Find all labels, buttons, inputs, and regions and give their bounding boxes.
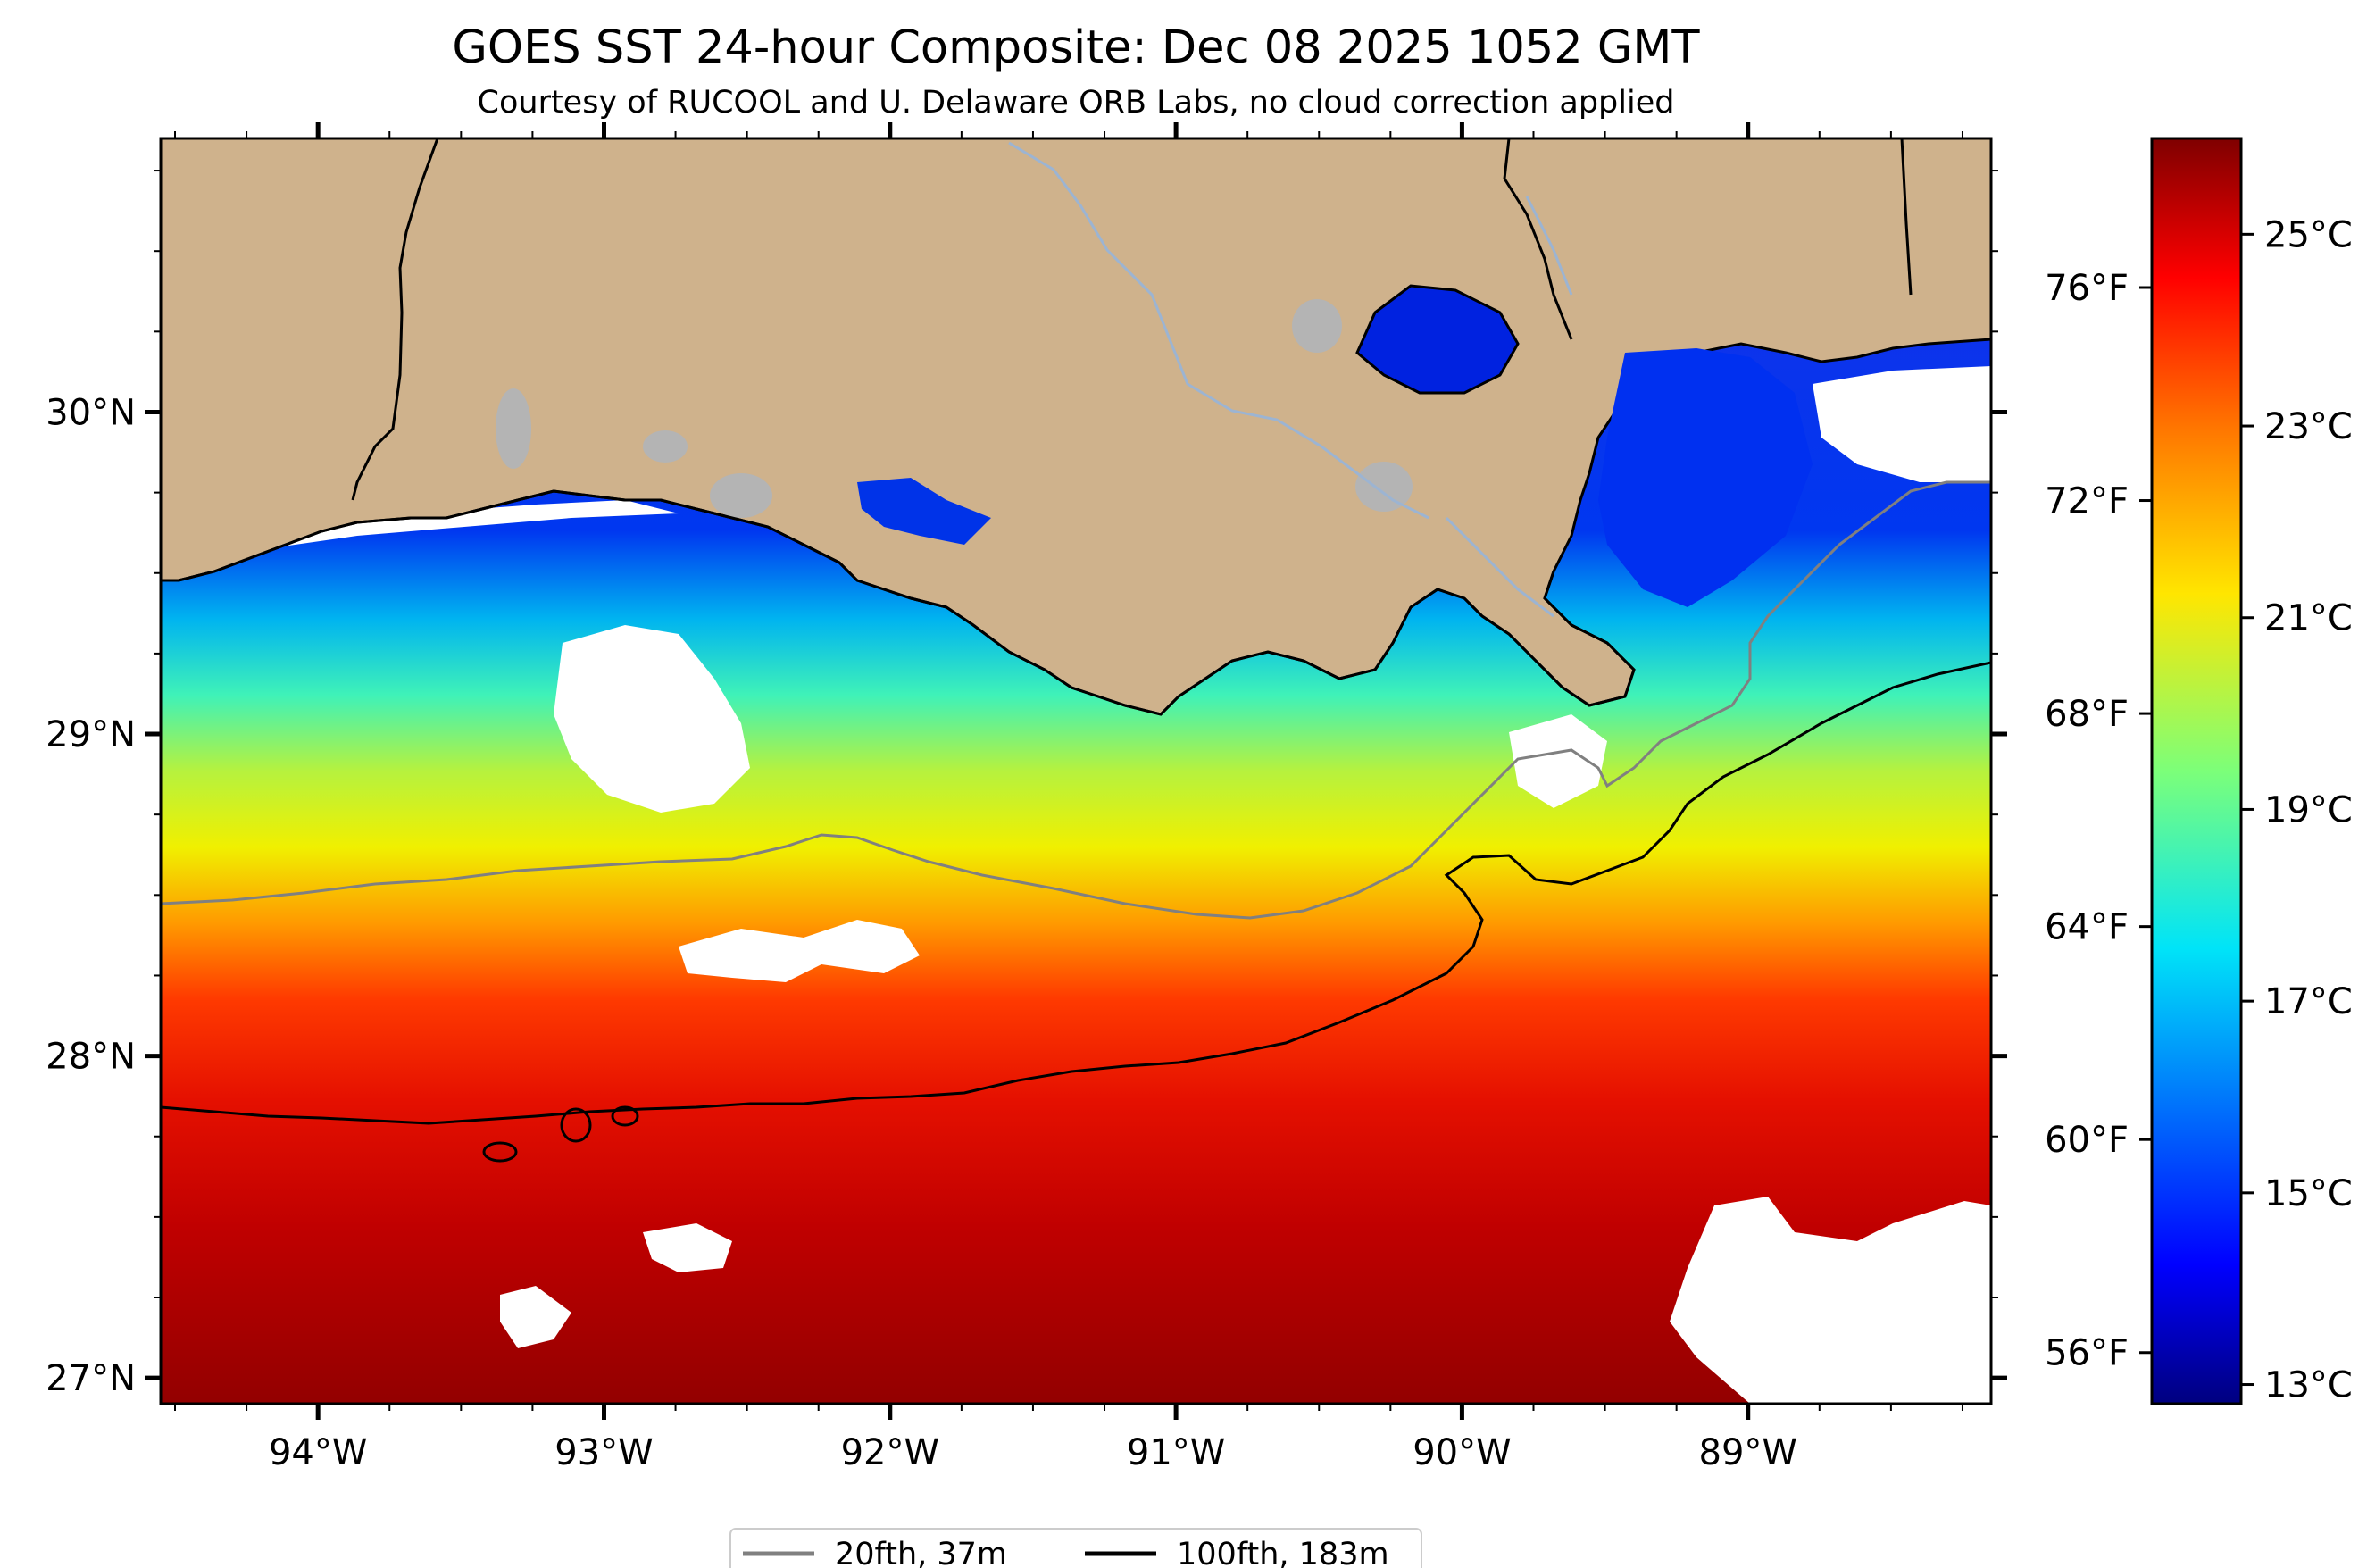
lat-tick-label: 28°N — [46, 1037, 136, 1078]
longitude-axis-bottom: 94°W 93°W 92°W 91°W 90°W 89°W — [174, 1404, 1963, 1473]
lat-tick-label: 27°N — [46, 1358, 136, 1399]
lon-tick-label: 90°W — [1413, 1432, 1511, 1473]
latitude-axis-right — [1991, 170, 2007, 1380]
fahrenheit-tick-label: 56°F — [2045, 1333, 2129, 1374]
lon-tick-label: 91°W — [1127, 1432, 1225, 1473]
fahrenheit-tick-label: 68°F — [2045, 694, 2129, 735]
state-border — [351, 138, 439, 501]
lat-tick-label: 29°N — [46, 714, 136, 755]
latitude-axis-left: 30°N 29°N 28°N 27°N — [46, 170, 161, 1399]
lon-tick-label: 93°W — [554, 1432, 653, 1473]
isobath-100fth-islands — [482, 1105, 639, 1163]
legend: 20fth, 37m 100fth, 183m — [729, 1528, 1422, 1568]
fahrenheit-tick-label: 76°F — [2045, 268, 2129, 309]
colorbar-fahrenheit-ticks: 56°F 60°F 64°F 68°F 72°F 76°F — [2045, 268, 2152, 1374]
isobath-20fth — [161, 480, 1991, 920]
fahrenheit-tick-label: 60°F — [2045, 1120, 2129, 1161]
colorbar: 13°C 15°C 17°C 19°C 21°C 23°C 25°C 56°F 60°F 64°… — [2045, 137, 2353, 1406]
colorbar-celsius-ticks: 13°C 15°C 17°C 19°C 21°C 23°C 25°C — [2241, 214, 2353, 1406]
fahrenheit-tick-label: 64°F — [2045, 907, 2129, 948]
cloud-gaps — [161, 366, 1991, 1404]
legend-label-20fth: 20fth, 37m — [835, 1537, 1007, 1568]
map-frame — [159, 137, 1993, 1405]
figure-title: GOES SST 24-hour Composite: Dec 08 2025 … — [452, 21, 1700, 74]
figure-subtitle: Courtesy of RUCOOL and U. Delaware ORB L… — [478, 85, 1675, 121]
celsius-tick-label: 23°C — [2264, 406, 2353, 447]
celsius-tick-label: 13°C — [2264, 1365, 2353, 1406]
longitude-axis-top — [174, 122, 1963, 138]
lon-tick-label: 92°W — [841, 1432, 939, 1473]
coastline — [161, 489, 1636, 716]
lon-tick-label: 89°W — [1699, 1432, 1797, 1473]
nearshore-cold-water — [1355, 284, 1520, 395]
fahrenheit-tick-label: 72°F — [2045, 481, 2129, 522]
legend-box — [729, 1528, 1422, 1568]
rivers — [1008, 141, 1573, 618]
state-border-far-east — [1900, 138, 1913, 296]
map-panel — [161, 138, 1991, 1404]
celsius-tick-label: 21°C — [2264, 598, 2353, 639]
lon-tick-label: 94°W — [269, 1432, 367, 1473]
lat-tick-label: 30°N — [46, 392, 136, 433]
state-border-east — [1503, 138, 1573, 340]
celsius-tick-label: 17°C — [2264, 981, 2353, 1022]
legend-label-100fth: 100fth, 183m — [1177, 1537, 1389, 1568]
isobath-100fth — [161, 661, 1991, 1125]
celsius-tick-label: 19°C — [2264, 789, 2353, 830]
celsius-tick-label: 15°C — [2264, 1173, 2353, 1214]
nearshore-cold-water-west — [857, 478, 991, 545]
colorbar-gradient — [2150, 137, 2243, 1405]
celsius-tick-label: 25°C — [2264, 214, 2353, 255]
lakes — [496, 299, 1413, 518]
nearshore-cold-water-east — [1598, 348, 1813, 607]
